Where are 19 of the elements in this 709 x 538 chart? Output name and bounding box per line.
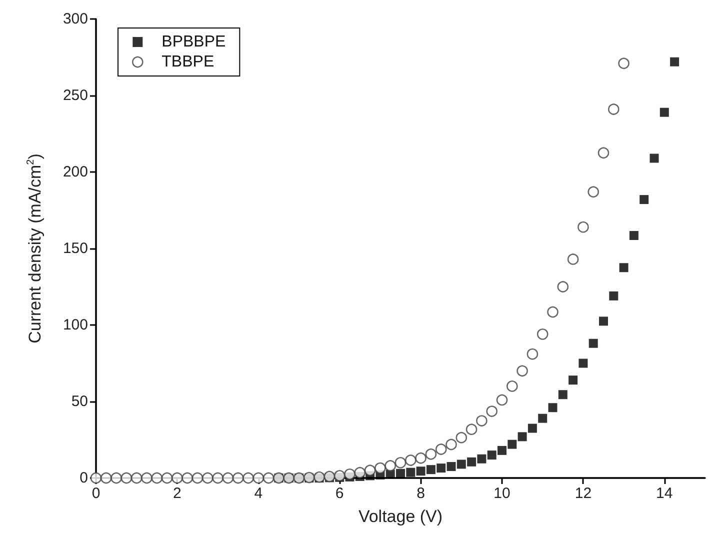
y-axis-title: Current density (mA/cm2) bbox=[26, 154, 44, 344]
y-tick-label: 150 bbox=[62, 240, 88, 257]
x-tick-label: 6 bbox=[335, 485, 344, 502]
legend-label: TBBPE bbox=[162, 54, 214, 70]
y-tick-label: 300 bbox=[62, 10, 88, 28]
x-tick-label: 8 bbox=[416, 485, 425, 502]
y-tick-label: 200 bbox=[62, 164, 88, 180]
y-tick-label: 250 bbox=[62, 87, 88, 104]
x-tick-label: 14 bbox=[656, 485, 673, 502]
x-axis-title: Voltage (V) bbox=[358, 507, 443, 526]
x-tick-label: 10 bbox=[494, 485, 510, 502]
x-tick-label: 2 bbox=[173, 485, 182, 502]
x-tick-label: 4 bbox=[254, 485, 263, 502]
y-tick-label: 0 bbox=[80, 470, 88, 486]
x-tick-label: 12 bbox=[574, 485, 592, 502]
x-tick-label: 0 bbox=[92, 485, 100, 502]
y-tick-label: 50 bbox=[71, 393, 88, 410]
legend-label: BPBBPE bbox=[162, 34, 226, 50]
y-tick-label: 100 bbox=[62, 316, 88, 334]
